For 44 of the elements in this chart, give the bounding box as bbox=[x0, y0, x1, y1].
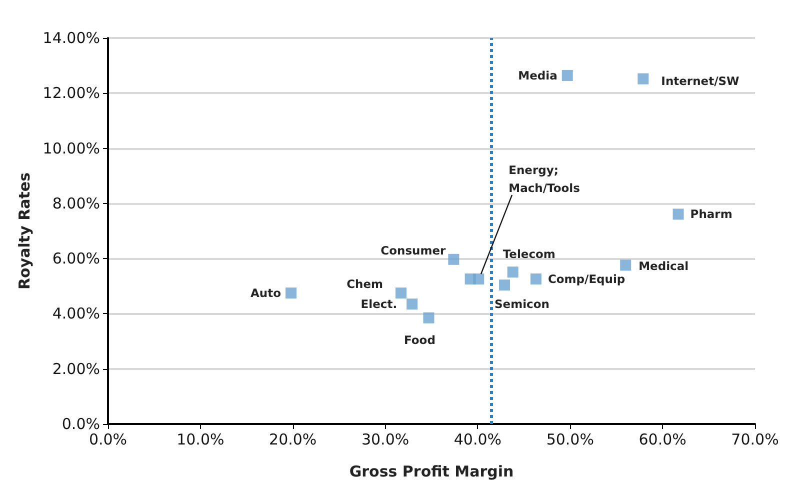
annotation: Elect. bbox=[360, 297, 398, 312]
annotation: Chem bbox=[346, 277, 384, 292]
annotation: Semicon bbox=[494, 297, 550, 312]
annotation: Comp/Equip bbox=[548, 272, 626, 286]
point bbox=[473, 273, 484, 284]
annotation: Food bbox=[404, 332, 436, 347]
y-tick-label: 4.00% bbox=[52, 304, 100, 323]
point bbox=[448, 254, 460, 265]
x-tick-label: 0.0% bbox=[88, 430, 128, 448]
point bbox=[562, 70, 573, 81]
point bbox=[406, 298, 418, 310]
point bbox=[672, 208, 684, 220]
point bbox=[396, 288, 406, 299]
point bbox=[286, 288, 297, 299]
y-tick-label: 2.00% bbox=[52, 360, 100, 378]
x-axis-title: Gross Profit Margin bbox=[349, 462, 514, 480]
x-tick-label: 40.0% bbox=[454, 430, 502, 448]
x-tick-label: 50.0% bbox=[546, 430, 594, 448]
point bbox=[507, 266, 518, 278]
y-axis-title: Royalty Rates bbox=[15, 172, 34, 290]
annotation: Medical bbox=[638, 259, 689, 274]
point bbox=[620, 260, 632, 271]
point bbox=[530, 273, 542, 284]
point bbox=[499, 280, 510, 291]
annotation: Telecom bbox=[502, 247, 556, 262]
annotation: Pharm bbox=[690, 207, 732, 222]
y-tick-label: 12.00% bbox=[42, 84, 100, 102]
x-tick-label: 60.0% bbox=[638, 430, 686, 448]
x-tick-label: 10.0% bbox=[176, 430, 224, 448]
annotation: Consumer bbox=[380, 243, 446, 258]
x-tick-label: 30.0% bbox=[361, 430, 410, 448]
annotation: Internet/SW bbox=[661, 74, 740, 88]
x-tick-label: 20.0% bbox=[269, 430, 317, 448]
x-tick-label: 70.0% bbox=[731, 430, 779, 448]
y-tick-label: 0.0% bbox=[62, 415, 100, 433]
annotation: Media bbox=[518, 68, 558, 82]
annotation: Auto bbox=[250, 286, 282, 300]
y-tick-label: 8.00% bbox=[52, 194, 100, 212]
point bbox=[423, 312, 434, 324]
y-tick-label: 14.00% bbox=[42, 29, 100, 47]
y-tick-label: 6.00% bbox=[52, 250, 100, 268]
annotation: Energy; Mach/Tools bbox=[508, 162, 580, 195]
point bbox=[638, 73, 649, 84]
y-tick-label: 10.00% bbox=[42, 139, 100, 158]
